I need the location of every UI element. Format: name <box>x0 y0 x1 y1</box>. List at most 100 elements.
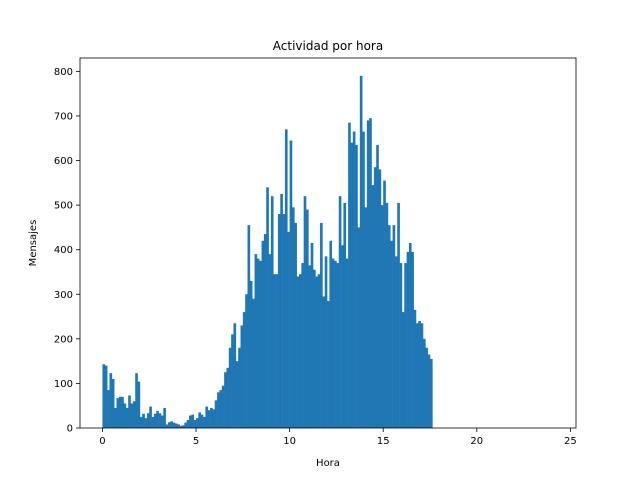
histogram-bar <box>107 390 110 428</box>
histogram-bar <box>418 321 421 428</box>
histogram-bar <box>247 225 251 428</box>
histogram-bar <box>277 214 281 428</box>
histogram-bar <box>158 413 162 428</box>
histogram-bar <box>324 256 328 428</box>
histogram-bar <box>121 396 124 428</box>
plot-frame <box>79 57 577 429</box>
histogram-bar <box>348 122 351 428</box>
histogram-bar <box>343 202 347 428</box>
histogram-bar <box>205 406 209 428</box>
histogram-bar <box>355 144 358 428</box>
histogram-bar <box>149 406 152 428</box>
histogram-bar <box>228 347 232 428</box>
histogram-bar <box>104 365 108 428</box>
histogram-bar <box>362 131 365 429</box>
histogram-bar <box>160 415 164 428</box>
histogram-bar <box>430 358 433 428</box>
histogram-bar <box>313 269 316 428</box>
histogram-bar <box>203 416 206 428</box>
histogram-bar <box>371 185 375 428</box>
histogram-bar <box>235 361 239 428</box>
histogram-bar <box>273 274 276 428</box>
histogram-bar <box>406 251 410 428</box>
histogram-bar <box>282 214 286 428</box>
histogram-bar <box>266 187 269 428</box>
histogram-bar <box>254 254 258 428</box>
histogram-bar <box>284 129 288 428</box>
histogram-bar <box>170 421 173 428</box>
histogram-bar <box>238 347 241 428</box>
x-tick-label: 0 <box>99 436 105 447</box>
histogram-bar <box>153 413 157 428</box>
histogram-bar <box>306 209 309 428</box>
histogram-bar <box>184 422 187 428</box>
histogram-bar <box>366 120 370 428</box>
histogram-bar <box>397 202 400 428</box>
histogram-bar <box>116 398 120 428</box>
histogram-bar <box>256 258 260 428</box>
histogram-bar <box>139 416 143 428</box>
histogram-bar <box>364 207 368 428</box>
histogram-bar <box>394 256 398 428</box>
histogram-bar <box>401 312 405 428</box>
histogram-bar <box>172 422 176 428</box>
histogram-bar <box>221 385 225 428</box>
histogram-bar <box>193 419 197 428</box>
y-tick-label: 800 <box>54 67 73 78</box>
histogram-bar <box>350 142 354 428</box>
histogram-bar <box>167 422 171 428</box>
histogram-bar <box>224 372 227 428</box>
histogram-bar <box>111 378 115 428</box>
histogram-bar <box>123 403 127 428</box>
y-tick-label: 300 <box>54 290 73 301</box>
histogram-bar <box>301 263 304 428</box>
x-axis-ticks: 0 5 10 15 20 25 <box>99 428 577 447</box>
histogram-bar <box>210 407 213 428</box>
histogram-bar <box>114 407 117 428</box>
histogram-bar <box>390 240 393 428</box>
histogram-bar <box>331 258 335 428</box>
histogram-bar <box>298 274 302 428</box>
histogram-bar <box>310 243 314 428</box>
histogram-bar <box>336 263 340 428</box>
histogram-bar <box>137 381 141 428</box>
histogram-bar <box>144 418 148 428</box>
histogram-bar <box>338 196 342 428</box>
histogram-bar <box>207 410 211 428</box>
histogram-bar <box>200 414 204 428</box>
histogram-bar <box>261 240 265 428</box>
histogram-bar <box>341 245 344 428</box>
histogram-bar <box>259 260 262 428</box>
histogram-bar <box>142 413 145 428</box>
histogram-bar <box>399 263 403 428</box>
histogram-bar <box>263 234 267 428</box>
histogram-bar <box>165 424 169 428</box>
histogram-bar <box>422 338 426 428</box>
histogram-bar <box>378 169 382 428</box>
histogram-bar <box>102 364 106 428</box>
histogram-bar <box>383 180 386 428</box>
histogram-bar <box>411 251 414 428</box>
histogram-bar <box>118 396 122 428</box>
histogram-bar <box>315 276 319 428</box>
histogram-bar <box>245 294 248 428</box>
histogram-bar <box>320 222 323 428</box>
histogram-bar <box>219 390 223 428</box>
y-tick-label: 600 <box>54 156 73 167</box>
histogram-bar <box>296 276 300 428</box>
histogram-bar <box>329 240 333 428</box>
histogram-bar <box>233 323 237 428</box>
x-tick-label: 20 <box>470 436 483 447</box>
histogram-bar <box>128 395 131 428</box>
y-tick-label: 0 <box>67 424 73 435</box>
histogram-bar <box>359 75 363 428</box>
histogram-bar <box>413 309 417 428</box>
histogram-bar <box>179 425 183 428</box>
histogram-bar <box>415 323 419 428</box>
histogram-bar <box>385 202 389 428</box>
histogram-bar <box>294 222 297 428</box>
histogram-bar <box>186 419 190 428</box>
x-tick-label: 5 <box>193 436 199 447</box>
histogram-bar <box>322 296 326 428</box>
